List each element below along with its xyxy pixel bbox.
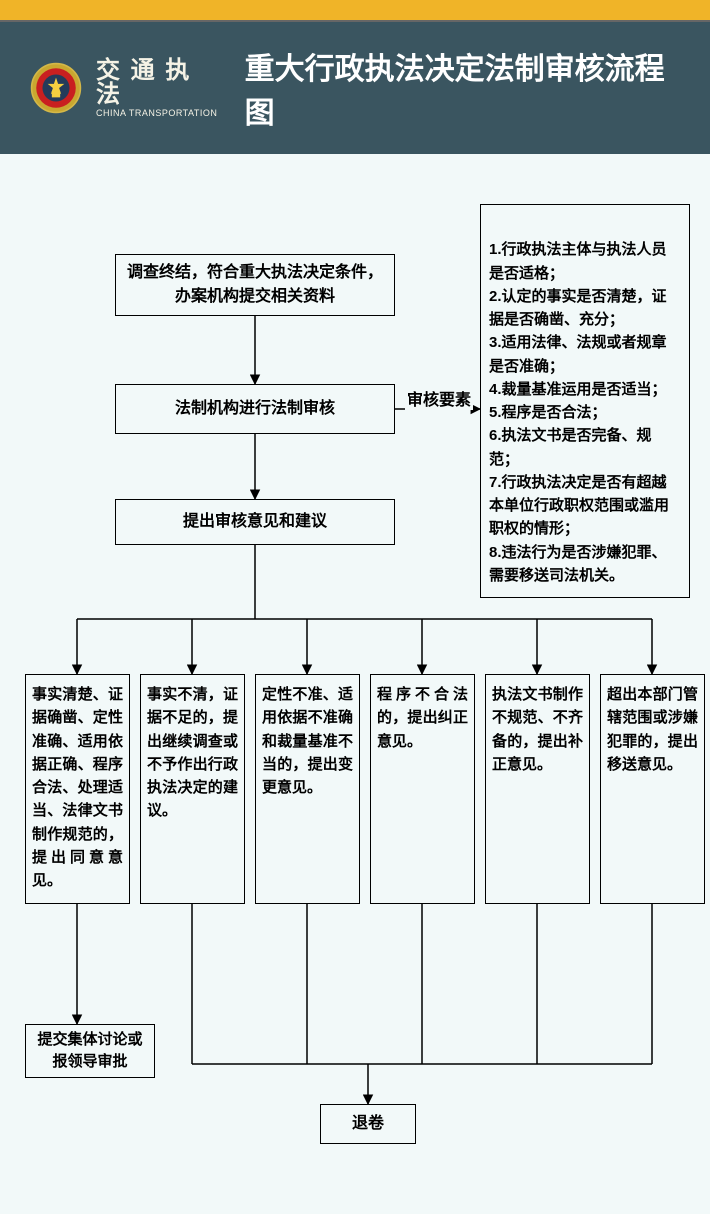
flowchart-canvas: 调查终结，符合重大执法决定条件，办案机构提交相关资料 法制机构进行法制审核 提出… [0,154,710,1214]
edge-label-review-criteria: 审核要素 [405,386,473,410]
node-investigation-complete: 调查终结，符合重大执法决定条件，办案机构提交相关资料 [115,254,395,316]
node-submit-collective: 提交集体讨论或报领导审批 [25,1024,155,1078]
branch-text: 事实清楚、证据确凿、定性准确、适用依据正确、程序合法、处理适当、法律文书制作规范… [32,686,123,889]
node-text: 退卷 [331,1112,405,1136]
branch-1-agree: 事实清楚、证据确凿、定性准确、适用依据正确、程序合法、处理适当、法律文书制作规范… [25,674,130,904]
branch-text: 超出本部门管辖范围或涉嫌犯罪的，提出移送意见。 [607,686,698,773]
page-title: 重大行政执法决定法制审核流程图 [245,44,690,132]
criteria-box: 1.行政执法主体与执法人员是否适格； 2.认定的事实是否清楚，证据是否确凿、充分… [480,204,690,598]
branch-5-document: 执法文书制作不规范、不齐备的，提出补正意见。 [485,674,590,904]
node-text: 提交集体讨论或报领导审批 [32,1029,148,1074]
emblem-icon [30,62,82,114]
org-name-cn: 交 通 执 法 [96,59,225,107]
node-return: 退卷 [320,1104,416,1144]
branch-3-change: 定性不准、适用依据不准确和裁量基准不当的，提出变更意见。 [255,674,360,904]
branch-text: 程序不合法的，提出纠正意见。 [377,686,468,750]
branch-4-procedure: 程序不合法的，提出纠正意见。 [370,674,475,904]
org-name-en: CHINA TRANSPORTATION [96,109,225,118]
branch-text: 定性不准、适用依据不准确和裁量基准不当的，提出变更意见。 [262,686,353,796]
node-text: 法制机构进行法制审核 [126,397,384,421]
header: 交 通 执 法 CHINA TRANSPORTATION 重大行政执法决定法制审… [0,22,710,154]
node-text: 提出审核意见和建议 [126,510,384,534]
branch-2-insufficient: 事实不清，证据不足的，提出继续调查或不予作出行政执法决定的建议。 [140,674,245,904]
top-accent-bar [0,0,710,20]
branch-text: 执法文书制作不规范、不齐备的，提出补正意见。 [492,686,583,773]
org-name-block: 交 通 执 法 CHINA TRANSPORTATION [96,59,225,118]
node-legal-review: 法制机构进行法制审核 [115,384,395,434]
branch-text: 事实不清，证据不足的，提出继续调查或不予作出行政执法决定的建议。 [147,686,238,819]
node-text: 调查终结，符合重大执法决定条件，办案机构提交相关资料 [126,261,384,309]
branch-6-transfer: 超出本部门管辖范围或涉嫌犯罪的，提出移送意见。 [600,674,705,904]
criteria-text: 1.行政执法主体与执法人员是否适格； 2.认定的事实是否清楚，证据是否确凿、充分… [489,241,669,584]
node-opinion: 提出审核意见和建议 [115,499,395,545]
